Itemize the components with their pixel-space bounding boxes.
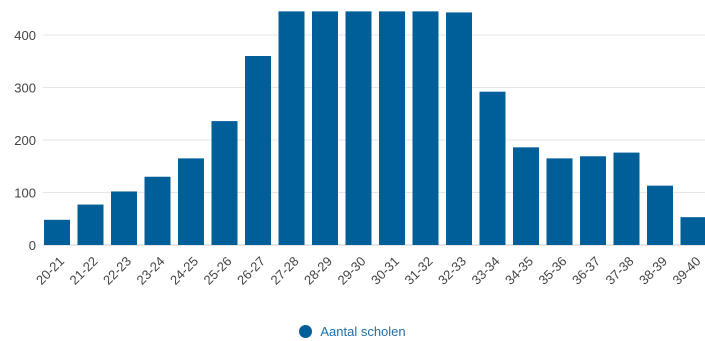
bar-30-31[interactable] xyxy=(379,11,405,245)
legend[interactable]: Aantal scholen xyxy=(0,322,705,340)
y-tick-label: 100 xyxy=(14,186,36,201)
x-tick-label: 39-40 xyxy=(670,254,704,288)
bar-29-30[interactable] xyxy=(345,11,372,245)
x-tick-label: 37-38 xyxy=(603,254,637,288)
x-tick-label: 31-32 xyxy=(402,254,436,288)
x-tick-label: 32-33 xyxy=(435,254,469,288)
x-tick-label: 29-30 xyxy=(335,254,369,288)
x-tick-label: 23-24 xyxy=(134,254,168,288)
x-tick-label: 21-22 xyxy=(67,254,101,288)
x-axis-ticks: 20-21 21-22 22-23 23-24 24-25 25-26 26-27 27-28… xyxy=(33,254,704,288)
x-tick-label: 20-21 xyxy=(33,254,67,288)
x-tick-label: 33-34 xyxy=(469,254,503,288)
bar-24-25[interactable] xyxy=(178,158,204,245)
bar-38-39[interactable] xyxy=(647,185,673,245)
bar-23-24[interactable] xyxy=(144,176,171,245)
x-tick-label: 28-29 xyxy=(301,254,335,288)
y-tick-label: 400 xyxy=(14,28,36,43)
bars xyxy=(44,11,705,245)
x-tick-label: 35-36 xyxy=(536,254,570,288)
bar-34-35[interactable] xyxy=(513,147,539,245)
bar-31-32[interactable] xyxy=(412,11,439,245)
bar-37-38[interactable] xyxy=(613,152,640,245)
x-tick-label: 22-23 xyxy=(100,254,134,288)
y-tick-label: 200 xyxy=(14,133,36,148)
y-axis-ticks: 0 100 200 300 400 xyxy=(14,28,36,253)
legend-marker xyxy=(299,324,313,338)
bar-32-33[interactable] xyxy=(446,12,472,245)
y-tick-label: 0 xyxy=(29,238,36,253)
x-tick-label: 36-37 xyxy=(569,254,603,288)
bar-21-22[interactable] xyxy=(77,204,104,245)
bar-35-36[interactable] xyxy=(546,158,573,245)
bar-28-29[interactable] xyxy=(312,11,338,245)
bar-20-21[interactable] xyxy=(44,219,70,245)
x-tick-label: 25-26 xyxy=(201,254,235,288)
bar-39-40[interactable] xyxy=(680,217,705,245)
bar-36-37[interactable] xyxy=(580,156,606,245)
x-tick-label: 38-39 xyxy=(636,254,670,288)
bar-33-34[interactable] xyxy=(479,91,506,245)
x-tick-label: 34-35 xyxy=(502,254,536,288)
x-tick-label: 24-25 xyxy=(167,254,201,288)
y-tick-label: 300 xyxy=(14,81,36,96)
x-tick-label: 26-27 xyxy=(234,254,268,288)
bar-25-26[interactable] xyxy=(211,121,238,245)
bar-27-28[interactable] xyxy=(278,11,305,245)
legend-label: Aantal scholen xyxy=(320,323,406,339)
bar-26-27[interactable] xyxy=(245,56,271,245)
x-tick-label: 27-28 xyxy=(268,254,302,288)
bar-22-23[interactable] xyxy=(111,191,137,245)
x-tick-label: 30-31 xyxy=(368,254,402,288)
